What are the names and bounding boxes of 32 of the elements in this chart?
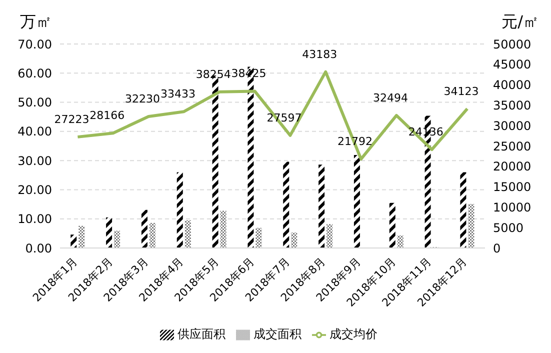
- y2-tick-label: 20000: [493, 160, 532, 174]
- data-label: 33433: [160, 88, 196, 101]
- data-label: 38254: [196, 68, 231, 81]
- y2-tick-label: 50000: [493, 37, 532, 52]
- y-tick-label: 60.00: [18, 66, 52, 80]
- y2-tick-label: 40000: [493, 78, 532, 92]
- data-label: 32494: [372, 91, 408, 104]
- y2-tick-label: 30000: [493, 118, 532, 133]
- legend-label: 成交均价: [330, 327, 378, 341]
- y2-tick-label: 10000: [493, 200, 532, 214]
- y2-tick-label: 15000: [493, 180, 532, 194]
- y-tick-label: 30.00: [18, 154, 52, 168]
- data-label: 28166: [90, 109, 125, 122]
- legend-label: 成交面积: [254, 327, 302, 341]
- y2-tick-label: 0: [493, 241, 501, 256]
- y-tick-label: 70.00: [18, 37, 52, 52]
- y-tick-label: 0.00: [25, 241, 52, 256]
- y-axis-title: 万㎡: [20, 12, 52, 33]
- data-label: 43183: [302, 48, 338, 61]
- legend-label: 供应面积: [178, 327, 226, 341]
- y2-tick-label: 25000: [493, 139, 532, 154]
- y2-tick-label: 45000: [493, 58, 532, 72]
- data-label: 27223: [54, 112, 90, 126]
- y-tick-label: 50.00: [18, 96, 52, 110]
- y-tick-label: 20.00: [18, 182, 52, 197]
- y2-axis-title: 元/㎡: [502, 12, 539, 33]
- y-tick-label: 10.00: [18, 212, 52, 226]
- y2-tick-label: 35000: [493, 98, 532, 112]
- y2-tick-label: 5000: [493, 220, 524, 235]
- data-label: 32230: [125, 92, 160, 106]
- data-label: 34123: [444, 84, 479, 98]
- y-tick-label: 40.00: [18, 124, 52, 139]
